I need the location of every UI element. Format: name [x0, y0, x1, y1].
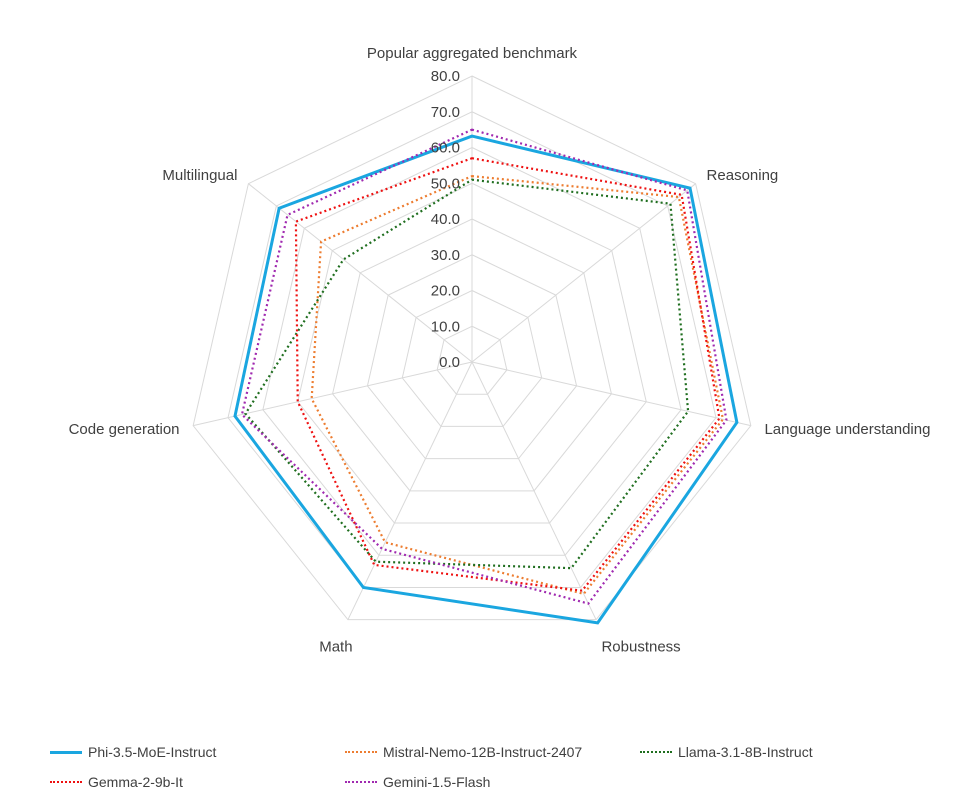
tick-label: 10.0: [431, 318, 460, 335]
radar-ticks: 0.0 10.0 20.0 30.0 40.0 50.0 60.0 70.0 80.0: [431, 68, 460, 371]
tick-label: 0.0: [439, 354, 460, 371]
grid-spoke: [248, 183, 473, 363]
legend-swatch: [50, 750, 82, 754]
grid-spoke: [347, 361, 473, 620]
radar-grid: [192, 75, 752, 621]
legend-label: Llama-3.1-8B-Instruct: [678, 744, 813, 760]
legend-swatch: [50, 781, 82, 783]
series-line-2: [244, 178, 690, 570]
grid-ring: [297, 182, 647, 524]
grid-ring: [401, 289, 543, 427]
tick-label: 80.0: [431, 68, 460, 85]
grid-ring: [262, 146, 682, 556]
axis-label: Code generation: [69, 421, 180, 438]
radar-axis-labels: Popular aggregated benchmark Reasoning Lan…: [69, 45, 931, 656]
series-line-0: [233, 134, 739, 625]
tick-label: 50.0: [431, 175, 460, 192]
grid-ring: [436, 325, 508, 395]
legend-swatch: [640, 751, 672, 753]
tick-label: 20.0: [431, 283, 460, 300]
legend-item: Phi-3.5-MoE-Instruct: [50, 744, 216, 760]
grid-spoke: [471, 361, 751, 427]
axis-label: Reasoning: [707, 167, 779, 184]
legend-item: Gemma-2-9b-It: [50, 774, 183, 790]
grid-ring: [332, 218, 612, 492]
grid-ring: [192, 75, 752, 621]
radar-series: [233, 128, 739, 625]
legend-item: Gemini-1.5-Flash: [345, 774, 490, 790]
legend-swatch: [345, 781, 377, 783]
tick-label: 70.0: [431, 104, 460, 121]
series-line-1: [310, 174, 725, 596]
axis-label: Language understanding: [764, 421, 930, 438]
legend-label: Gemini-1.5-Flash: [383, 774, 491, 790]
series-line-3: [294, 157, 721, 592]
grid-ring: [366, 254, 578, 460]
chart-legend: Phi-3.5-MoE-Instruct Mistral-Nemo-12B-Ins…: [0, 740, 975, 800]
legend-swatch: [345, 751, 377, 753]
legend-label: Phi-3.5-MoE-Instruct: [88, 744, 217, 760]
axis-label: Math: [319, 639, 352, 656]
axis-label: Robustness: [601, 639, 680, 656]
legend-label: Mistral-Nemo-12B-Instruct-2407: [383, 744, 583, 760]
grid-spoke: [193, 361, 473, 427]
tick-label: 30.0: [431, 247, 460, 264]
tick-label: 60.0: [431, 140, 460, 157]
axis-label: Popular aggregated benchmark: [367, 45, 578, 62]
legend-item: Mistral-Nemo-12B-Instruct-2407: [345, 744, 582, 760]
legend-label: Gemma-2-9b-It: [88, 774, 183, 790]
grid-ring: [227, 111, 717, 588]
legend-item: Llama-3.1-8B-Instruct: [640, 744, 813, 760]
grid-spoke: [471, 361, 597, 620]
tick-label: 40.0: [431, 211, 460, 228]
grid-spoke: [471, 183, 696, 363]
axis-label: Multilingual: [162, 167, 237, 184]
